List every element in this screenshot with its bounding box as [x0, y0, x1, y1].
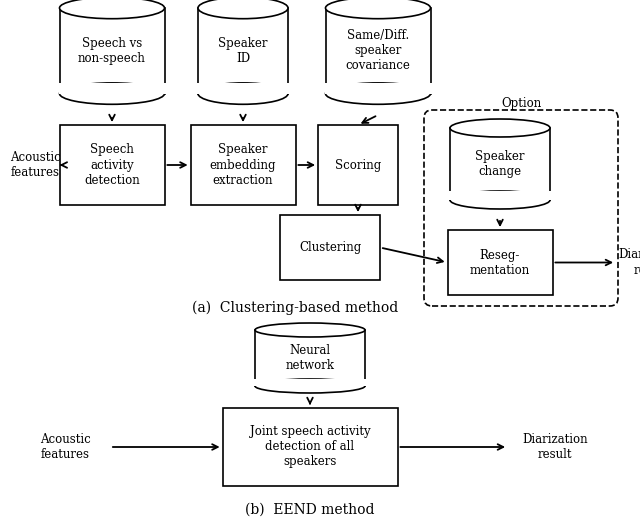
Ellipse shape	[326, 0, 431, 19]
Text: Acoustic
features: Acoustic features	[40, 433, 90, 461]
Bar	[280, 215, 380, 280]
Text: (b)  EEND method: (b) EEND method	[245, 503, 375, 517]
Ellipse shape	[198, 83, 288, 104]
Bar	[191, 125, 296, 205]
Bar	[449, 191, 551, 200]
Text: (a)  Clustering-based method: (a) Clustering-based method	[192, 301, 398, 315]
Ellipse shape	[255, 323, 365, 337]
Ellipse shape	[198, 0, 288, 19]
Text: Reseg-
mentation: Reseg- mentation	[470, 248, 530, 277]
Bar	[58, 83, 166, 94]
Ellipse shape	[450, 191, 550, 209]
Ellipse shape	[255, 379, 365, 393]
Ellipse shape	[60, 0, 164, 19]
Ellipse shape	[450, 119, 550, 137]
Ellipse shape	[326, 83, 431, 104]
Bar	[60, 8, 164, 94]
Bar	[447, 230, 552, 295]
Bar	[223, 408, 397, 486]
Text: Diarization
result: Diarization result	[522, 433, 588, 461]
Text: Speaker
ID: Speaker ID	[218, 37, 268, 65]
Text: Diarization
result: Diarization result	[618, 248, 640, 277]
Bar	[450, 128, 550, 200]
Text: Neural
network: Neural network	[285, 344, 335, 372]
Text: Speaker
embedding
extraction: Speaker embedding extraction	[210, 144, 276, 187]
Text: Speech
activity
detection: Speech activity detection	[84, 144, 140, 187]
Ellipse shape	[60, 83, 164, 104]
Text: Scoring: Scoring	[335, 158, 381, 171]
Text: Clustering: Clustering	[299, 241, 361, 254]
Text: Acoustic
features: Acoustic features	[10, 151, 61, 179]
Bar	[198, 8, 288, 94]
Text: Speaker
change: Speaker change	[476, 150, 525, 178]
Bar	[318, 125, 398, 205]
Text: Joint speech activity
detection of all
speakers: Joint speech activity detection of all s…	[250, 426, 371, 469]
Text: Option: Option	[501, 97, 541, 110]
Bar	[197, 83, 289, 94]
Bar	[254, 379, 366, 386]
Bar	[324, 83, 431, 94]
Bar	[326, 8, 431, 94]
Text: Speech vs
non-speech: Speech vs non-speech	[78, 37, 146, 65]
Bar	[60, 125, 164, 205]
Bar	[255, 330, 365, 386]
Text: Same/Diff.
speaker
covariance: Same/Diff. speaker covariance	[346, 29, 410, 72]
